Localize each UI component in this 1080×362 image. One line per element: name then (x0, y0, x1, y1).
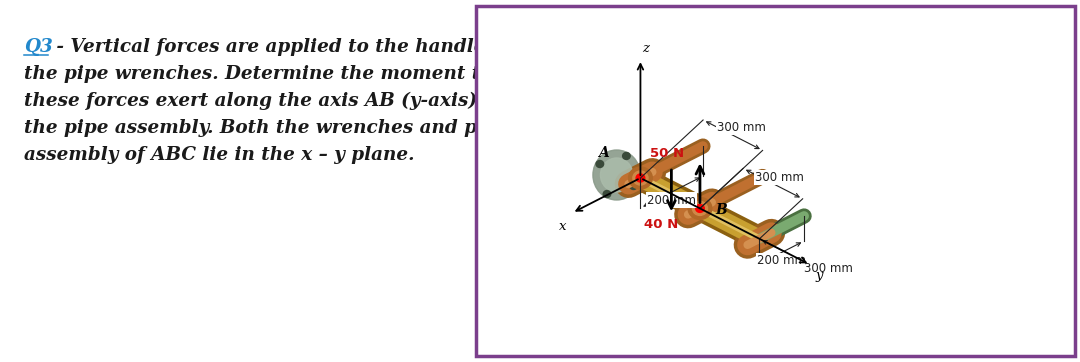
Circle shape (688, 197, 712, 219)
Ellipse shape (600, 158, 633, 192)
Circle shape (636, 174, 645, 182)
Circle shape (633, 171, 648, 185)
Text: x: x (559, 220, 567, 233)
Text: z: z (643, 42, 649, 55)
Circle shape (604, 190, 611, 198)
Text: 300 mm: 300 mm (717, 121, 766, 134)
Text: 300 mm: 300 mm (755, 171, 804, 184)
Text: 40 N: 40 N (644, 218, 678, 231)
Text: these forces exert along the axis AB (y-axis) of: these forces exert along the axis AB (y-… (24, 92, 503, 110)
Text: B: B (715, 203, 727, 218)
Text: 300 mm: 300 mm (804, 262, 853, 275)
Text: - Vertical forces are applied to the handle of: - Vertical forces are applied to the han… (50, 38, 512, 56)
Circle shape (596, 160, 604, 168)
Text: Q3: Q3 (24, 38, 53, 56)
Text: the pipe wrenches. Determine the moment that: the pipe wrenches. Determine the moment … (24, 65, 514, 83)
Circle shape (623, 152, 631, 159)
Text: the pipe assembly. Both the wrenches and pipe: the pipe assembly. Both the wrenches and… (24, 119, 509, 137)
Circle shape (692, 201, 707, 215)
Text: y: y (815, 269, 823, 282)
Text: 200 mm: 200 mm (757, 254, 807, 267)
Circle shape (629, 167, 652, 189)
Ellipse shape (593, 150, 640, 200)
Text: A: A (598, 146, 609, 160)
Text: assembly of ABC lie in the x – y plane.: assembly of ABC lie in the x – y plane. (24, 146, 415, 164)
Text: 50 N: 50 N (650, 147, 684, 160)
Circle shape (630, 182, 637, 189)
Text: 200 mm: 200 mm (647, 194, 697, 207)
Circle shape (696, 205, 704, 212)
